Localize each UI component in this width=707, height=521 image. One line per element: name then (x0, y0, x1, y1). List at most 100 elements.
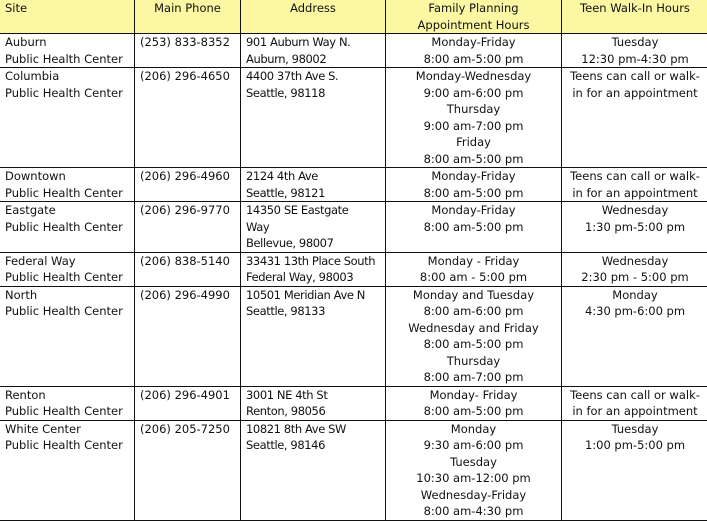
address-cell: 4400 37th Ave S.Seattle, 98118 (241, 68, 386, 168)
address-cell-line: 3001 NE 4th St (246, 387, 380, 404)
address-cell-line: Seattle, 98146 (246, 437, 380, 454)
site-cell-line: Federal Way (5, 253, 129, 270)
site-cell-line: Public Health Center (5, 85, 129, 102)
teen-hours-cell-line: in for an appointment (567, 85, 703, 102)
address-cell-line: Federal Way, 98003 (246, 269, 380, 286)
address-cell-line: 33431 13th Place South (246, 253, 380, 270)
address-cell-line: Auburn, 98002 (246, 51, 380, 68)
family-planning-hours-cell-line: Wednesday-Friday (391, 487, 556, 504)
header-address: Address (241, 0, 386, 34)
family-planning-hours-cell-line: Monday (391, 421, 556, 438)
family-planning-hours-cell-line: Monday-Wednesday (391, 68, 556, 85)
teen-hours-cell-line: 2:30 pm - 5:00 pm (567, 269, 703, 286)
teen-hours-cell-line: 1:00 pm-5:00 pm (567, 437, 703, 454)
teen-hours-cell-line: 1:30 pm-5:00 pm (567, 219, 703, 236)
site-cell-line: Eastgate (5, 202, 129, 219)
teen-hours-cell-line: Teens can call or walk- (567, 68, 703, 85)
family-planning-hours-cell-line: Wednesday and Friday (391, 320, 556, 337)
family-planning-hours-cell-line: Friday (391, 134, 556, 151)
teen-hours-cell: Teens can call or walk-in for an appoint… (562, 68, 707, 168)
teen-hours-cell-line: 12:30 pm-4:30 pm (567, 51, 703, 68)
teen-hours-cell-line: Tuesday (567, 34, 703, 51)
site-cell-line: Public Health Center (5, 303, 129, 320)
address-cell-line: 901 Auburn Way N. (246, 34, 380, 51)
phone-cell: (206) 296-9770 (135, 202, 241, 253)
phone-cell: (253) 833-8352 (135, 34, 241, 68)
teen-hours-cell-line: Monday (567, 287, 703, 304)
address-cell-line: 2124 4th Ave (246, 168, 380, 185)
family-planning-hours-cell-line: 9:00 am-7:00 pm (391, 118, 556, 135)
site-cell-line: Public Health Center (5, 51, 129, 68)
family-planning-hours-cell-line: 8:00 am-4:30 pm (391, 503, 556, 520)
header-site: Site (0, 0, 135, 34)
teen-hours-cell-line: Teens can call or walk- (567, 168, 703, 185)
address-cell-line: Seattle, 98133 (246, 303, 380, 320)
address-cell-line: 10821 8th Ave SW (246, 421, 380, 438)
family-planning-hours-cell-line: Monday - Friday (391, 253, 556, 270)
teen-hours-cell-line: Tuesday (567, 421, 703, 438)
phone-cell: (206) 296-4990 (135, 286, 241, 386)
header-phone: Main Phone (135, 0, 241, 34)
family-planning-hours-cell-line: 8:00 am-5:00 pm (391, 403, 556, 420)
address-cell-line: Seattle, 98121 (246, 185, 380, 202)
teen-hours-cell-line: in for an appointment (567, 185, 703, 202)
teen-hours-cell-line: Wednesday (567, 253, 703, 270)
address-cell-line: Renton, 98056 (246, 403, 380, 420)
site-cell-line: Columbia (5, 68, 129, 85)
site-cell-line: Public Health Center (5, 437, 129, 454)
family-planning-hours-cell-line: Thursday (391, 353, 556, 370)
family-planning-hours-cell-line: 8:00 am-5:00 pm (391, 336, 556, 353)
family-planning-hours-cell-line: Thursday (391, 101, 556, 118)
site-cell-line: Public Health Center (5, 219, 129, 236)
family-planning-hours-cell-line: Monday-Friday (391, 202, 556, 219)
header-row: Site Main Phone Address Family Planning … (0, 0, 707, 34)
header-family-planning: Family Planning Appointment Hours (386, 0, 562, 34)
family-planning-hours-cell-line: Monday-Friday (391, 34, 556, 51)
site-cell-line: Auburn (5, 34, 129, 51)
address-cell-line: 14350 SE Eastgate (246, 202, 380, 219)
phone-cell: (206) 296-4901 (135, 386, 241, 420)
site-cell-line: Public Health Center (5, 269, 129, 286)
family-planning-hours-cell-line: Tuesday (391, 454, 556, 471)
site-cell-line: Public Health Center (5, 185, 129, 202)
family-planning-hours-cell-line: 10:30 am-12:00 pm (391, 470, 556, 487)
site-cell-line: North (5, 287, 129, 304)
teen-hours-cell: Teens can call or walk-in for an appoint… (562, 386, 707, 420)
address-cell: 901 Auburn Way N.Auburn, 98002 (241, 34, 386, 68)
family-planning-hours-cell-line: 8:00 am-5:00 pm (391, 151, 556, 168)
address-cell-line: Way (246, 219, 380, 236)
family-planning-hours-cell-line: Monday-Friday (391, 168, 556, 185)
family-planning-hours-cell-line: Monday- Friday (391, 387, 556, 404)
teen-hours-cell-line: 4:30 pm-6:00 pm (567, 303, 703, 320)
family-planning-hours-cell-line: 8:00 am - 5:00 pm (391, 269, 556, 286)
address-cell-line: 10501 Meridian Ave N (246, 287, 380, 304)
